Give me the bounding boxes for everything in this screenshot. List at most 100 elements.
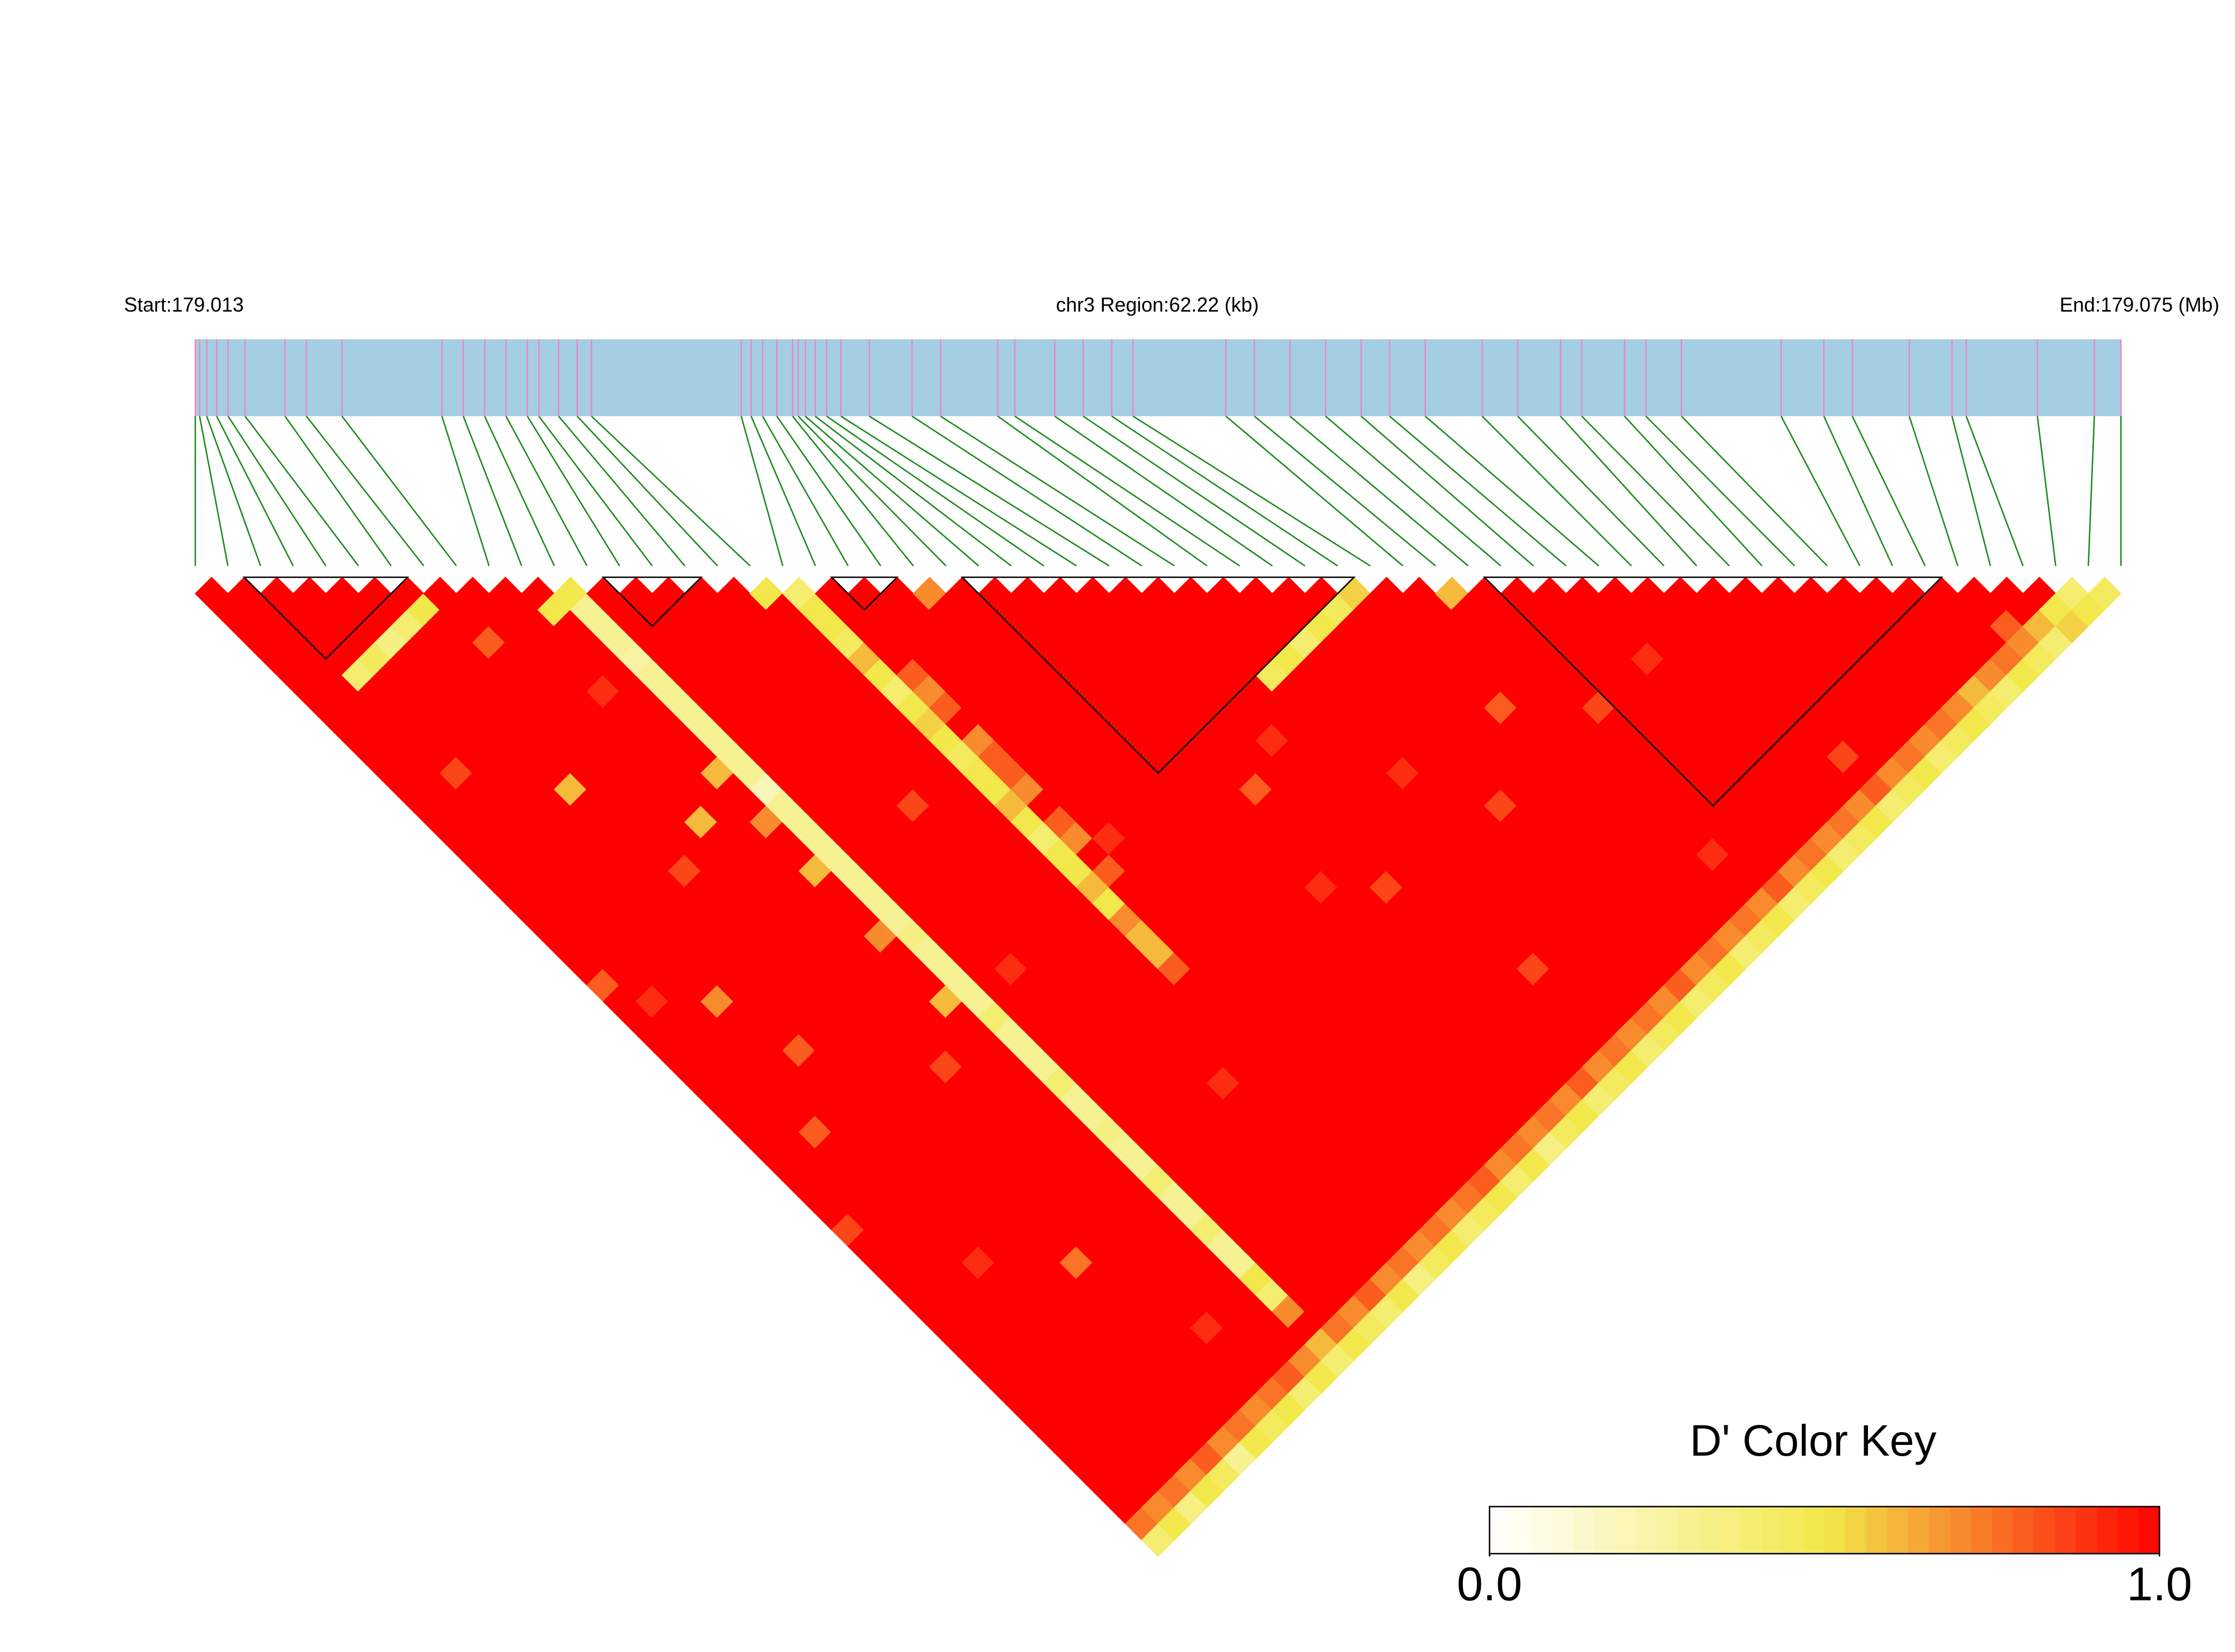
ld-block	[242, 576, 410, 660]
color-key-swatch	[1720, 1507, 1742, 1554]
snp-connector	[227, 416, 327, 567]
snp-connector	[1111, 415, 1338, 567]
color-key-swatch	[2013, 1507, 2035, 1554]
snp-connector	[761, 416, 849, 567]
snp-connector	[797, 416, 947, 567]
color-key-swatch	[1594, 1507, 1616, 1554]
snp-connector	[216, 416, 294, 567]
snp-connector	[826, 415, 1044, 567]
snp-connector	[750, 416, 816, 567]
color-key-swatch	[1636, 1507, 1658, 1554]
color-key-tick-label: 0.0	[1457, 1558, 1522, 1611]
color-key-swatch	[2054, 1507, 2077, 1554]
snp-connector	[1823, 416, 1893, 567]
color-key-swatch	[1678, 1507, 1700, 1554]
snp-connector	[1965, 416, 2024, 566]
snp-connector	[1361, 416, 1534, 567]
color-key-swatch	[1761, 1507, 1784, 1554]
color-key-swatch	[1782, 1507, 1805, 1554]
snp-connector	[591, 416, 751, 567]
color-key-swatch	[1845, 1507, 1867, 1554]
color-key-swatch	[1552, 1507, 1574, 1554]
color-key-swatch	[1698, 1507, 1721, 1554]
color-key-swatch	[1887, 1507, 1909, 1554]
snp-connector	[997, 415, 1208, 567]
color-key-swatch	[2034, 1507, 2056, 1554]
snp-connector	[776, 416, 882, 567]
snp-connector	[1132, 415, 1371, 567]
snp-connector	[740, 416, 784, 566]
end-label: End:179.075 (Mb)	[2060, 294, 2219, 316]
snp-connector	[199, 416, 229, 566]
snp-connector	[305, 416, 425, 567]
snp-connector	[1014, 415, 1240, 567]
snp-connector	[1517, 416, 1665, 567]
snp-connector	[1560, 416, 1697, 567]
color-key-swatch	[1573, 1507, 1595, 1554]
ld-block	[960, 576, 1356, 774]
snp-connector	[1951, 416, 1992, 566]
color-key-swatch	[1992, 1507, 2014, 1554]
snp-connector	[1389, 416, 1567, 567]
snp-connector	[1624, 416, 1763, 567]
color-key-swatch	[1510, 1507, 1532, 1554]
color-key-swatch	[1803, 1507, 1825, 1554]
color-key-swatch	[1657, 1507, 1679, 1554]
snp-connector	[911, 415, 1142, 567]
color-key-swatch	[2138, 1507, 2161, 1554]
snp-connector	[244, 416, 359, 567]
snp-connector	[2087, 416, 2095, 566]
snp-connector	[441, 416, 490, 566]
color-key-swatch	[2096, 1507, 2119, 1554]
color-key-swatch	[2076, 1507, 2097, 1554]
color-key-border	[1489, 1505, 2161, 1555]
snp-connector	[840, 415, 1077, 567]
ld-block	[1483, 576, 1944, 807]
snp-connector	[815, 415, 1012, 567]
snp-connector	[206, 416, 261, 566]
color-key-swatch	[1929, 1507, 1951, 1554]
region-label: chr3 Region:62.22 (kb)	[1056, 294, 1259, 316]
snp-connector	[1908, 416, 1959, 566]
snp-connector	[505, 416, 588, 567]
snp-connector	[1254, 416, 1436, 567]
snp-connector	[1054, 415, 1273, 567]
snp-connector	[558, 416, 686, 567]
snp-connector	[1225, 416, 1404, 567]
snp-connector	[804, 416, 980, 567]
snp-connector	[341, 416, 457, 567]
color-key-swatch	[1489, 1507, 1512, 1554]
color-key-swatch	[1971, 1507, 1993, 1554]
snp-connector	[538, 416, 653, 567]
snp-connector	[1289, 416, 1469, 567]
snp-connector	[1581, 416, 1730, 567]
snp-connector	[869, 415, 1110, 567]
snp-connector	[284, 416, 392, 567]
ld-block	[830, 576, 899, 611]
snp-connector	[526, 416, 620, 567]
snp-connector	[792, 416, 914, 567]
snp-connector	[940, 415, 1175, 567]
snp-connector	[1083, 415, 1306, 567]
color-key-swatch	[1866, 1507, 1888, 1554]
color-key-swatch	[1531, 1507, 1554, 1554]
start-label: Start:179.013	[124, 294, 244, 316]
color-key-swatch	[2118, 1507, 2139, 1554]
color-key-title: D' Color Key	[1690, 1416, 1936, 1465]
snp-connector	[1780, 416, 1861, 567]
color-key-swatch	[1615, 1507, 1637, 1554]
snp-connector	[1481, 416, 1632, 567]
snp-connector	[2036, 416, 2057, 566]
color-key-tick-label: 1.0	[2127, 1558, 2192, 1611]
ld-cell	[2087, 576, 2122, 611]
color-key-swatch	[1824, 1507, 1846, 1554]
color-key-swatch	[1740, 1507, 1763, 1554]
color-key-swatch	[1950, 1507, 1972, 1554]
snp-connector	[1424, 416, 1599, 567]
color-key-swatch	[1908, 1507, 1930, 1554]
snp-connector	[462, 416, 523, 566]
snp-connector	[1645, 416, 1795, 567]
snp-connector	[1325, 416, 1502, 567]
